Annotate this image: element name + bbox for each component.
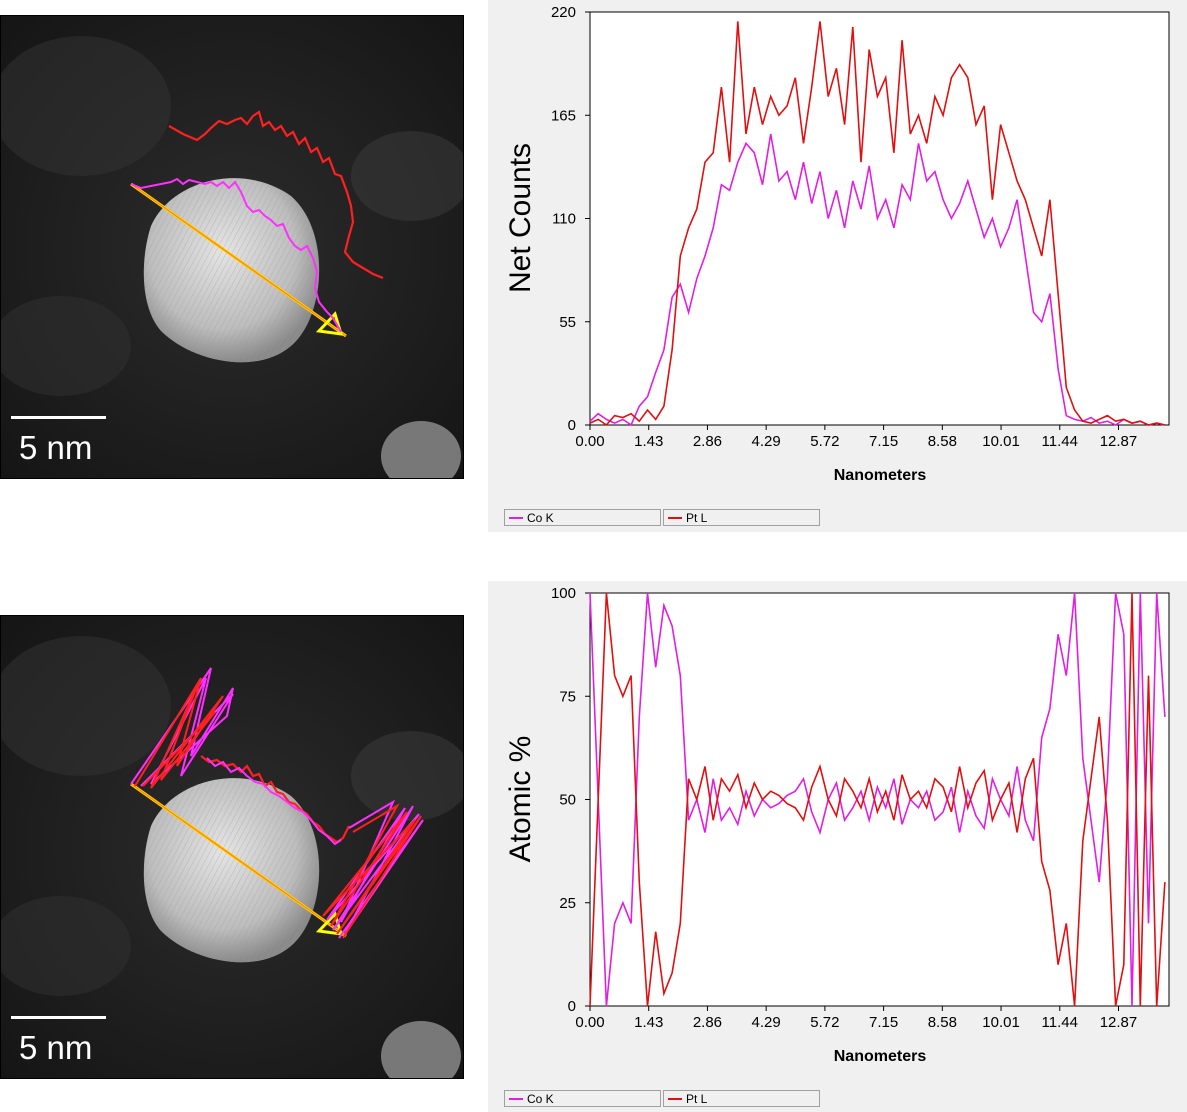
atomic-percent-chart: 0 25 50 75 100 0.00 1.43 2.86 4.29 5.72 7.15 8.58 1… — [504, 585, 1170, 1065]
legend-label: Pt L — [686, 511, 708, 525]
net-counts-chart: 0 55 110 165 220 0.00 1.43 2.86 4.29 5.72 7.15 8.5… — [504, 4, 1170, 484]
legend-item-co-k: Co K — [504, 1090, 661, 1107]
x-tick-label: 1.43 — [634, 1014, 663, 1031]
x-tick-label: 8.58 — [928, 433, 957, 450]
x-tick-label: 4.29 — [752, 1014, 781, 1031]
series-line-co-k — [589, 133, 1166, 427]
stem-image-top-graphic — [1, 16, 463, 478]
legend-item-pt-l: Pt L — [663, 1090, 820, 1107]
y-tick-label: 50 — [559, 792, 576, 809]
y-tick-label: 110 — [552, 211, 576, 228]
x-tick-label: 0.00 — [575, 1014, 604, 1031]
x-tick-label: 0.00 — [575, 433, 604, 450]
x-tick-label: 7.15 — [869, 1014, 898, 1031]
legend-label: Co K — [527, 1092, 554, 1106]
x-tick-label: 4.29 — [752, 433, 781, 450]
scalebar-label: 5 nm — [19, 429, 93, 466]
plot-area — [589, 11, 1170, 426]
legend: Co K Pt L — [504, 1090, 822, 1108]
y-tick-label: 100 — [551, 585, 576, 602]
scalebar-line — [11, 416, 106, 419]
legend-swatch-pt-l — [668, 1098, 682, 1100]
legend-item-pt-l: Pt L — [663, 509, 820, 526]
y-axis-label: Atomic % — [504, 736, 537, 863]
legend-swatch-co-k — [509, 1098, 523, 1100]
legend: Co K Pt L — [504, 509, 822, 527]
x-tick-label: 10.01 — [982, 1014, 1020, 1031]
y-tick-label: 220 — [551, 4, 576, 21]
x-tick-label: 1.43 — [634, 433, 663, 450]
series-line-pt-l — [589, 21, 1166, 427]
x-tick-label: 2.86 — [693, 433, 722, 450]
x-axis-label: Nanometers — [834, 1048, 927, 1065]
scalebar-label: 5 nm — [19, 1029, 93, 1066]
series-line-pt-l — [589, 592, 1166, 1007]
legend-item-co-k: Co K — [504, 509, 661, 526]
y-tick-label: 165 — [551, 107, 576, 124]
legend-label: Pt L — [686, 1092, 708, 1106]
x-tick-label: 2.86 — [693, 1014, 722, 1031]
legend-label: Co K — [527, 511, 554, 525]
chart-panel-net-counts: 0 55 110 165 220 0.00 1.43 2.86 4.29 5.72 7.15 8.5… — [488, 0, 1187, 532]
x-tick-label: 11.44 — [1042, 1014, 1078, 1031]
y-axis-label: Net Counts — [504, 143, 537, 293]
y-tick-label: 55 — [559, 314, 576, 331]
x-tick-label: 12.87 — [1100, 1014, 1138, 1031]
x-tick-label: 5.72 — [810, 1014, 839, 1031]
series-line-co-k — [589, 592, 1166, 1007]
x-axis-label: Nanometers — [834, 467, 927, 484]
legend-swatch-co-k — [509, 517, 523, 519]
scalebar-line — [11, 1016, 106, 1019]
x-tick-label: 12.87 — [1100, 433, 1138, 450]
x-tick-label: 11.44 — [1042, 433, 1078, 450]
stem-image-bottom: 5 nm — [0, 615, 464, 1079]
x-tick-label: 5.72 — [810, 433, 839, 450]
y-tick-label: 25 — [559, 895, 576, 912]
chart-panel-atomic-percent: 0 25 50 75 100 0.00 1.43 2.86 4.29 5.72 7.15 8.58 1… — [488, 581, 1187, 1112]
x-tick-label: 7.15 — [869, 433, 898, 450]
x-tick-label: 8.58 — [928, 1014, 957, 1031]
stem-image-top: 5 nm — [0, 15, 464, 479]
stem-image-bottom-graphic — [1, 616, 463, 1078]
y-tick-label: 0 — [568, 417, 576, 434]
plot-area — [589, 592, 1170, 1007]
y-tick-label: 75 — [559, 688, 576, 705]
y-tick-label: 0 — [568, 998, 576, 1015]
x-tick-label: 10.01 — [982, 433, 1020, 450]
legend-swatch-pt-l — [668, 517, 682, 519]
